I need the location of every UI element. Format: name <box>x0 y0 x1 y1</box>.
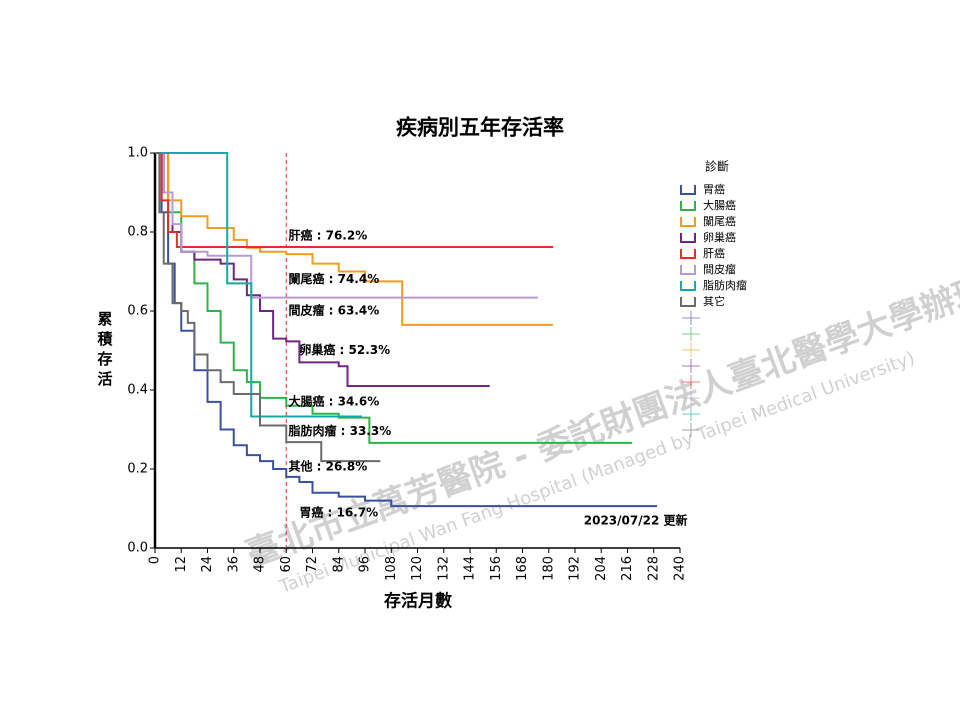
x-tick-label: 48 <box>253 556 268 573</box>
x-tick-label: 24 <box>200 556 215 573</box>
legend-label: 肝癌 <box>703 246 725 260</box>
y-tick-label: 1.0 <box>127 146 148 161</box>
survival-curve <box>155 152 381 463</box>
annotation: 肝癌 : 76.2% <box>288 227 367 242</box>
x-tick-label: 192 <box>568 556 583 581</box>
x-tick-label: 180 <box>541 556 556 581</box>
legend-censor-symbol <box>682 359 700 373</box>
annotation: 間皮瘤 : 63.4% <box>288 303 379 318</box>
legend-label: 大腸癌 <box>703 198 736 212</box>
survival-curve <box>155 152 554 249</box>
annotation: 2023/07/22 更新 <box>584 513 688 528</box>
x-tick-label: 216 <box>620 556 635 581</box>
legend-censor-symbol <box>682 327 700 341</box>
legend-censor-symbol <box>682 375 700 389</box>
y-tick-label: 0.0 <box>127 541 148 556</box>
legend-label: 脂肪肉瘤 <box>703 278 747 292</box>
legend-symbol <box>680 281 696 291</box>
legend-censor-symbol <box>682 343 700 357</box>
y-tick-label: 0.8 <box>127 225 148 240</box>
survival-curve <box>155 152 362 418</box>
legend-label: 胃癌 <box>703 182 725 196</box>
annotation: 脂肪肉瘤 : 33.3% <box>287 423 391 438</box>
x-tick-label: 204 <box>594 556 609 581</box>
legend-symbol <box>680 185 696 195</box>
annotation: 其他 : 26.8% <box>288 459 367 474</box>
x-tick-label: 72 <box>305 556 320 573</box>
y-tick-label: 0.4 <box>127 383 148 398</box>
y-tick-label: 0.6 <box>127 304 148 319</box>
annotation: 卵巢癌 : 52.3% <box>299 342 390 357</box>
annotation: 大腸癌 : 34.6% <box>288 393 379 408</box>
x-tick-label: 132 <box>436 556 451 581</box>
legend-symbol <box>680 233 696 243</box>
legend-censor-symbol <box>682 391 700 405</box>
x-tick-label: 120 <box>410 556 425 581</box>
legend-symbol <box>680 249 696 259</box>
x-tick-label: 96 <box>358 556 373 573</box>
legend-censor-symbol <box>682 407 700 421</box>
chart-title: 疾病別五年存活率 <box>396 115 564 140</box>
legend-label: 卵巢癌 <box>703 230 736 244</box>
x-tick-label: 12 <box>174 556 189 573</box>
legend-symbol <box>680 201 696 211</box>
legend-censor-symbol <box>682 311 700 325</box>
x-axis-label: 存活月數 <box>384 591 452 612</box>
legend-symbol <box>680 217 696 227</box>
legend-title: 診斷 <box>705 159 729 174</box>
survival-curve <box>155 152 538 299</box>
annotation: 胃癌 : 16.7% <box>299 505 378 520</box>
survival-curve <box>155 152 658 508</box>
x-tick-label: 108 <box>384 556 399 581</box>
legend-symbol <box>680 265 696 275</box>
y-axis-label: 累積存活 <box>96 310 113 388</box>
x-tick-label: 168 <box>515 556 530 581</box>
x-tick-label: 228 <box>646 556 661 581</box>
survival-curve <box>155 152 554 326</box>
x-tick-label: 84 <box>331 556 346 573</box>
x-tick-label: 240 <box>673 556 688 581</box>
x-tick-label: 0 <box>148 556 163 564</box>
x-tick-label: 36 <box>226 556 241 573</box>
x-tick-label: 156 <box>489 556 504 581</box>
y-tick-label: 0.2 <box>127 462 148 477</box>
x-tick-label: 144 <box>463 556 478 581</box>
annotation: 闌尾癌 : 74.4% <box>288 271 379 286</box>
legend-censor-symbol <box>682 423 700 437</box>
legend-label: 間皮瘤 <box>703 262 736 276</box>
legend-label: 闌尾癌 <box>703 214 736 228</box>
legend-label: 其它 <box>703 294 725 308</box>
legend-symbol <box>680 297 696 307</box>
x-tick-label: 60 <box>279 556 294 573</box>
